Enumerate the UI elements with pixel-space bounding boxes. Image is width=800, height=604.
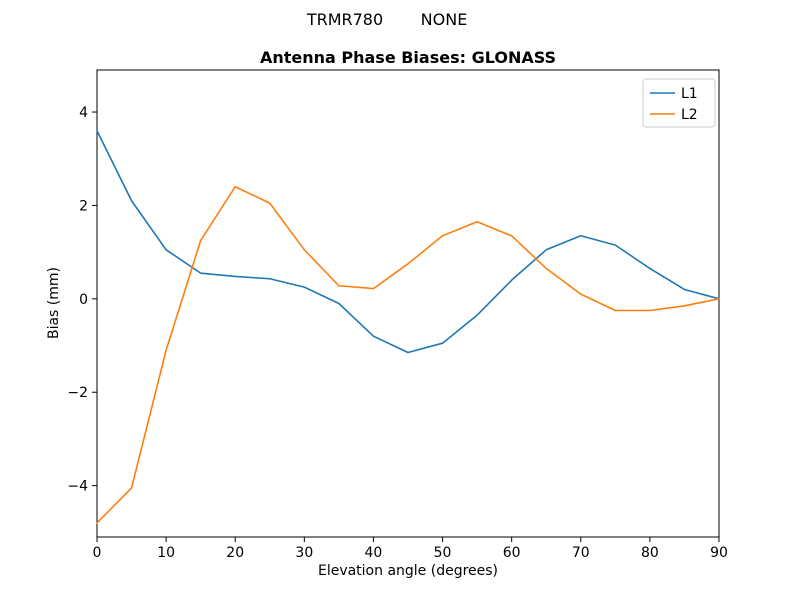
- x-tick-label: 90: [710, 545, 728, 561]
- x-tick-label: 0: [93, 545, 102, 561]
- y-tick-label: 0: [79, 292, 88, 308]
- x-tick-label: 40: [365, 545, 383, 561]
- x-axis-label: Elevation angle (degrees): [318, 563, 498, 579]
- axes-spines: [96, 69, 720, 538]
- y-axis-label: Bias (mm): [46, 267, 62, 339]
- x-tick-label: 10: [157, 545, 175, 561]
- suptitle-radome: NONE: [421, 10, 468, 29]
- x-tick-label: 60: [503, 545, 521, 561]
- chart-title: Antenna Phase Biases: GLONASS: [260, 48, 556, 67]
- legend-box: [642, 78, 716, 128]
- y-tick-label: 2: [79, 198, 88, 214]
- x-tick-label: 20: [226, 545, 244, 561]
- y-tick-label: 4: [79, 105, 88, 121]
- legend-label-l2: L2: [681, 107, 698, 123]
- x-tick-label: 80: [641, 545, 659, 561]
- y-tick-label: −2: [67, 385, 88, 401]
- x-tick-label: 70: [572, 545, 590, 561]
- series-l1-line: [96, 129, 720, 354]
- plot-area: 0 10 20 30 40 50 60 70 80 90 −4 −2 0 2 4 L1 L2: [67, 69, 728, 561]
- x-tick-label: 50: [434, 545, 452, 561]
- suptitle-station: TRMR780: [306, 10, 383, 29]
- legend-label-l1: L1: [681, 86, 698, 102]
- series-l2-line: [96, 185, 720, 524]
- x-tick-label: 30: [295, 545, 313, 561]
- y-tick-label: −4: [67, 479, 88, 495]
